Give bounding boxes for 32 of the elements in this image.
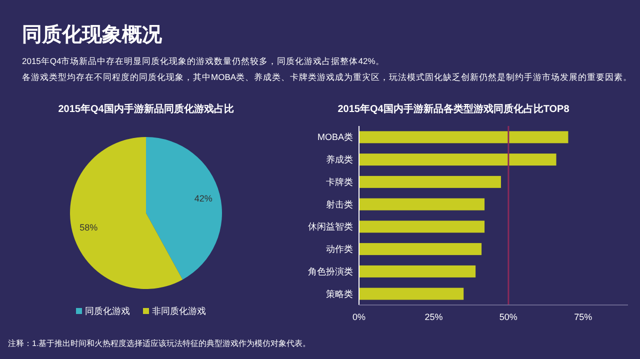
- x-tick-label: 50%: [499, 312, 518, 322]
- bar: [359, 198, 485, 210]
- text: 2015年Q4市场新品中存在明显同质化现象的游戏数量仍然较多，同质化游戏占据整体42%。: [22, 56, 384, 66]
- bar: [359, 131, 568, 144]
- legend-label: 非同质化游戏: [152, 306, 206, 316]
- text: 各游戏类型均存在不同程度的同质化现象，其中MOBA类、养成类、卡牌类游戏成为重灾区，玩法模式固化缺乏创新仍然是制约手游市场发展的重要因素。: [22, 72, 632, 82]
- bar: [359, 288, 464, 300]
- text: 同质化现象概况: [22, 23, 163, 46]
- x-tick-label: 25%: [424, 312, 443, 322]
- y-tick-label: MOBA类: [317, 132, 353, 142]
- x-tick-label: 0%: [352, 312, 366, 322]
- y-tick-label: 角色扮演类: [308, 266, 353, 276]
- data-label: 58%: [80, 222, 98, 233]
- bar: [359, 265, 476, 278]
- y-tick-label: 动作类: [326, 244, 353, 254]
- y-tick-label: 卡牌类: [326, 176, 353, 187]
- bar: [359, 243, 482, 256]
- chart-title: 2015年Q4国内手游新品同质化游戏占比: [58, 103, 234, 115]
- y-tick-label: 休闲益智类: [308, 222, 353, 232]
- legend-label: 同质化游戏: [85, 306, 130, 316]
- x-tick-label: 75%: [574, 312, 592, 322]
- pie-slice: [146, 137, 222, 280]
- y-tick-label: 射击类: [326, 199, 353, 210]
- y-tick-label: 养成类: [326, 154, 353, 165]
- y-tick-label: 策略类: [326, 288, 353, 299]
- text: 注释：1.基于推出时间和火热程度选择适应该玩法特征的典型游戏作为模仿对象代表。: [8, 339, 311, 348]
- pie-slice: [70, 137, 183, 289]
- bar: [359, 154, 556, 166]
- chart-title: 2015年Q4国内手游新品各类型游戏同质化占比TOP8: [338, 103, 570, 115]
- data-label: 42%: [194, 193, 212, 204]
- bar: [359, 220, 485, 233]
- bar: [359, 176, 501, 188]
